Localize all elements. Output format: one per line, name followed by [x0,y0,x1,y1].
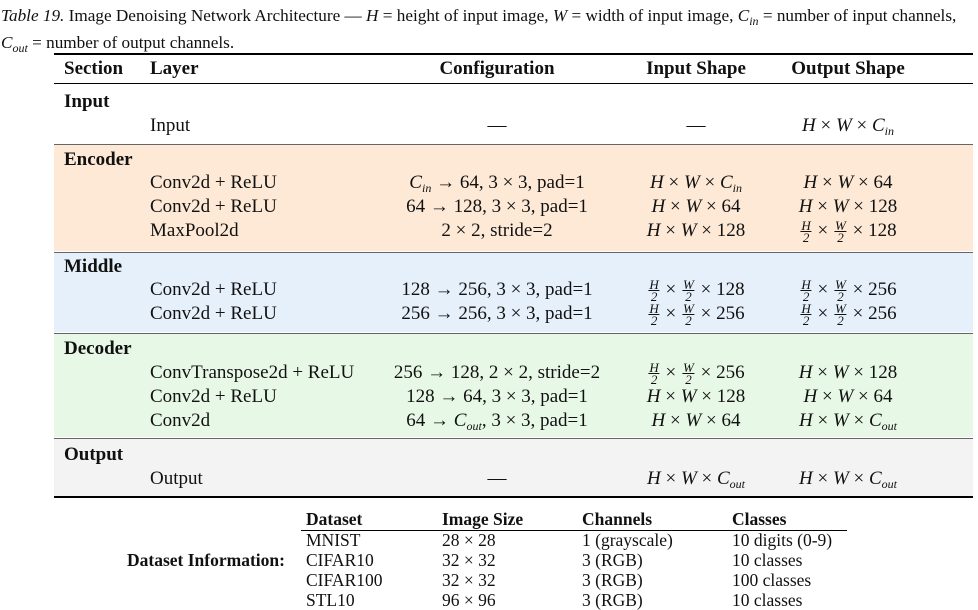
dataset-cell: 3 (RGB) [582,570,643,590]
output-shape-cell: H × W × 128 [798,196,898,217]
output-shape-cell: H × W × 64 [803,386,893,407]
config-cell: 256 → 128, 2 × 2, stride=2 [393,362,601,383]
config-cell: — [487,115,507,136]
header-output-shape: Output Shape [791,58,905,79]
table-caption: Table 19. Image Denoising Network Archit… [1,5,977,59]
section-band-input [54,86,973,143]
output-shape-cell: H × W × 64 [803,172,893,193]
config-cell: 128 → 64, 3 × 3, pad=1 [406,386,588,407]
header-input-shape: Input Shape [646,58,746,79]
config-cell: 64 → Cout, 3 × 3, pad=1 [406,410,588,433]
dataset-header: Classes [732,509,787,529]
dataset-cell: 1 (grayscale) [582,530,673,550]
layer-cell: Output [150,468,203,489]
dataset-header: Image Size [442,509,524,529]
caption-text: Image Denoising Network Architecture — H… [1,6,957,55]
config-cell: 2 × 2, stride=2 [441,220,553,241]
section-name: Encoder [64,149,133,170]
layer-cell: Conv2d + ReLU [150,172,277,193]
layer-cell: Conv2d + ReLU [150,196,277,217]
top-rule [54,53,973,55]
header-rule [54,83,973,84]
dataset-cell: 100 classes [732,570,812,590]
section-divider [54,251,973,253]
header-configuration: Configuration [439,58,555,79]
header-layer: Layer [150,58,199,79]
dataset-header-rule [301,530,847,531]
dataset-cell: 28 × 28 [442,530,496,550]
input-shape-cell: H × W × 128 [646,220,746,241]
section-name: Input [64,91,110,112]
dataset-cell: 96 × 96 [442,590,496,610]
config-cell: 64 → 128, 3 × 3, pad=1 [406,196,588,217]
dataset-info-label: Dataset Information: [127,550,285,570]
input-shape-cell: H × W × Cin [649,172,743,195]
section-divider [54,437,973,439]
dataset-cell: 32 × 32 [442,570,496,590]
layer-cell: ConvTranspose2d + ReLU [150,362,355,383]
layer-cell: Conv2d + ReLU [150,386,277,407]
dataset-cell: MNIST [306,530,361,550]
section-band-decoder [54,334,973,437]
input-shape-cell: H × W × 64 [651,410,741,431]
layer-cell: Conv2d [150,410,211,431]
section-name: Decoder [64,338,132,359]
output-shape-cell: H × W × Cin [801,115,895,138]
dataset-cell: CIFAR10 [306,550,374,570]
output-shape-cell: H × W × 128 [798,362,898,383]
bottom-rule [54,496,973,498]
config-cell: 128 → 256, 3 × 3, pad=1 [401,279,593,300]
config-cell: Cin → 64, 3 × 3, pad=1 [409,172,585,195]
input-shape-cell: H × W × 128 [646,386,746,407]
dataset-cell: 10 classes [732,590,803,610]
dataset-cell: CIFAR100 [306,570,383,590]
output-shape-cell: H × W × Cout [798,410,898,433]
layer-cell: Input [150,115,191,136]
header-section: Section [64,58,124,79]
dataset-cell: 32 × 32 [442,550,496,570]
section-band-encoder [54,145,973,251]
section-divider [54,332,973,334]
dataset-cell: 10 digits (0-9) [732,530,833,550]
config-cell: — [487,468,507,489]
dataset-cell: 3 (RGB) [582,590,643,610]
output-shape-cell: H × W × Cout [798,468,898,491]
section-name: Middle [64,256,123,277]
layer-cell: Conv2d + ReLU [150,279,277,300]
layer-cell: MaxPool2d [150,220,239,241]
table-number: Table 19. [1,6,65,25]
dataset-cell: STL10 [306,590,355,610]
dataset-header: Channels [582,509,653,529]
dataset-cell: 3 (RGB) [582,550,643,570]
layer-cell: Conv2d + ReLU [150,303,277,324]
section-name: Output [64,444,124,465]
dataset-header: Dataset [306,509,363,529]
input-shape-cell: H × W × 64 [651,196,741,217]
dataset-cell: 10 classes [732,550,803,570]
config-cell: 256 → 256, 3 × 3, pad=1 [401,303,593,324]
input-shape-cell: H × W × Cout [646,468,746,491]
section-band-middle [54,253,973,332]
section-divider [54,143,973,145]
section-band-output [54,439,973,496]
input-shape-cell: — [686,115,706,136]
